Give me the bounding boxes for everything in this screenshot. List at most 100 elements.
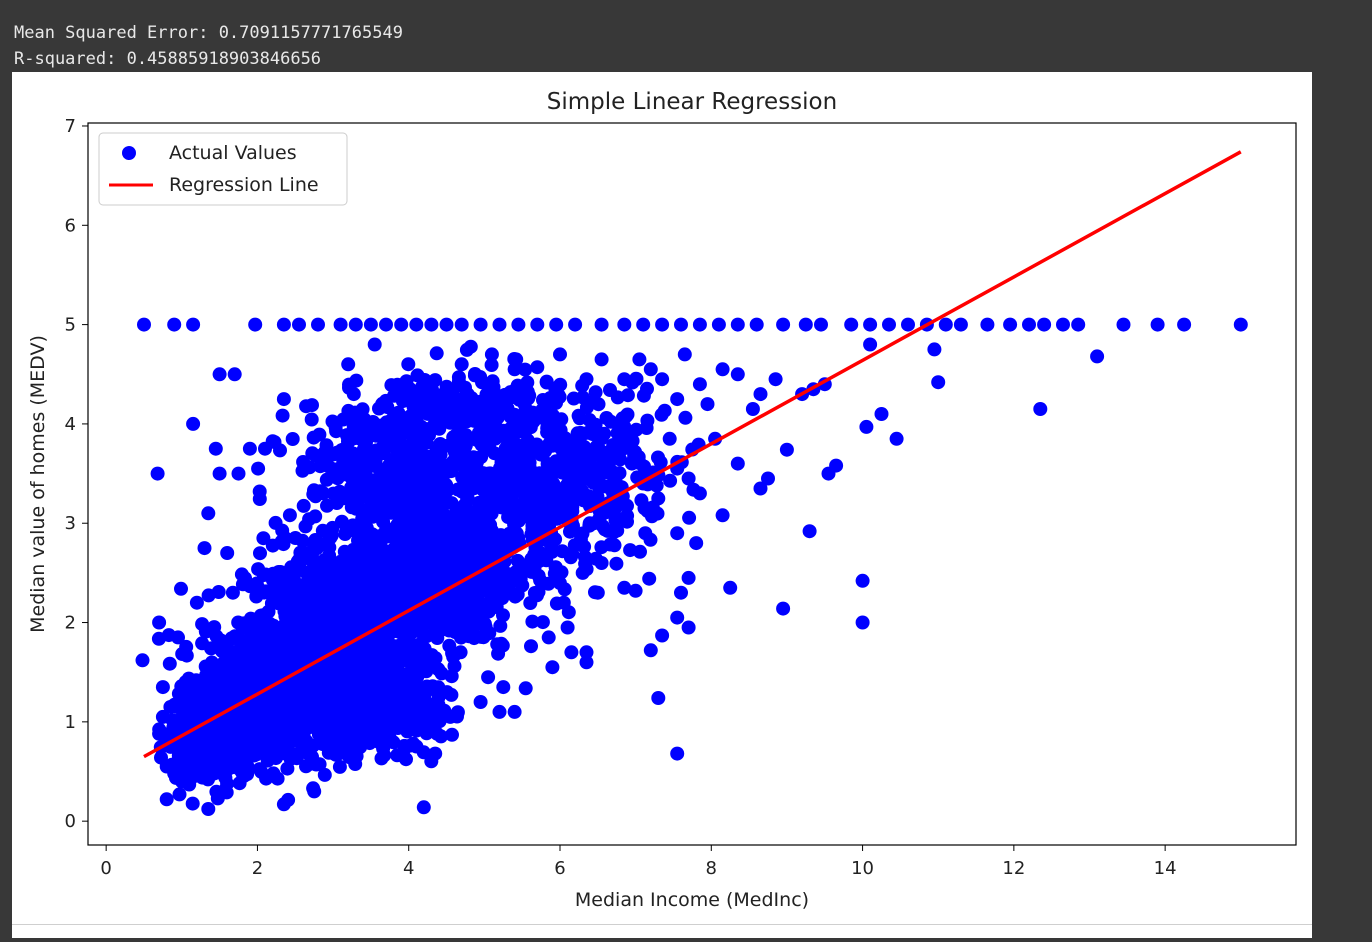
data-point (674, 317, 688, 332)
data-point (338, 693, 353, 708)
plot-area-frame (87, 122, 1297, 846)
data-point (450, 482, 465, 497)
data-point (384, 378, 399, 393)
data-point (399, 459, 414, 474)
data-point (416, 800, 431, 815)
data-point (186, 416, 201, 431)
data-point (537, 441, 552, 456)
data-point (670, 526, 685, 541)
data-point (399, 549, 414, 564)
data-point (409, 685, 424, 700)
legend-regression-line-label: Regression Line (169, 174, 319, 196)
data-point (537, 402, 552, 416)
data-point (863, 337, 878, 352)
data-point (730, 317, 745, 332)
data-point (643, 362, 658, 377)
y-tick-label: 1 (65, 712, 76, 733)
data-point (503, 479, 518, 494)
data-point (620, 508, 635, 523)
data-point (227, 367, 242, 382)
data-point (458, 380, 472, 395)
data-point (248, 317, 263, 332)
data-point (182, 736, 197, 751)
data-point (276, 537, 291, 552)
data-point (323, 606, 338, 621)
data-point (428, 509, 443, 524)
data-point (1233, 317, 1248, 332)
data-point (194, 698, 209, 713)
data-point (487, 486, 502, 501)
data-point (458, 428, 473, 442)
data-point (286, 648, 301, 663)
data-point (508, 458, 523, 473)
data-point (655, 628, 670, 643)
data-point (589, 424, 604, 439)
data-point (333, 317, 348, 332)
data-point (487, 422, 502, 437)
data-point (889, 431, 904, 446)
data-point (220, 776, 235, 791)
data-point (487, 406, 502, 421)
data-point (473, 530, 488, 545)
data-point (413, 524, 428, 539)
data-point (395, 580, 410, 595)
data-point (219, 639, 234, 654)
data-point (547, 497, 562, 512)
data-point (311, 727, 326, 742)
data-point (177, 702, 192, 717)
data-point (439, 317, 454, 332)
data-point (404, 502, 419, 517)
data-point (545, 660, 560, 675)
data-point (689, 536, 704, 551)
data-point (436, 398, 451, 413)
data-point (700, 397, 715, 412)
x-axis-ticks: 0 2 4 6 8 10 12 14 (100, 845, 1177, 879)
data-point (367, 337, 382, 352)
data-point (814, 317, 828, 332)
data-point (463, 339, 478, 354)
data-point (520, 482, 535, 497)
data-point (1090, 349, 1105, 364)
data-point (492, 528, 507, 543)
data-point (576, 457, 591, 472)
data-point (446, 536, 461, 551)
data-point (433, 475, 448, 490)
data-point (1071, 317, 1086, 332)
data-point (776, 317, 791, 332)
data-point (354, 432, 368, 447)
data-point (464, 398, 478, 413)
data-point (617, 372, 632, 387)
data-point (519, 449, 534, 464)
data-point (261, 752, 276, 767)
data-point (473, 425, 488, 440)
data-point (481, 670, 496, 685)
data-point (275, 408, 290, 423)
data-point (500, 566, 515, 581)
data-point (508, 589, 523, 604)
data-point (155, 709, 170, 724)
data-point (653, 455, 668, 470)
data-point (447, 507, 462, 522)
data-point (329, 424, 344, 439)
data-point (394, 523, 409, 538)
data-point (445, 567, 460, 582)
data-point (314, 663, 329, 678)
data-point (874, 407, 889, 421)
data-point (212, 682, 227, 697)
data-point (745, 402, 760, 416)
data-point (723, 580, 738, 595)
data-point (316, 703, 331, 718)
data-point (375, 396, 390, 411)
data-point (152, 615, 167, 630)
data-point (520, 433, 535, 448)
data-point (429, 346, 444, 361)
legend-actual-values-marker (122, 146, 136, 160)
data-point (424, 317, 439, 332)
data-point (302, 720, 317, 735)
data-point (237, 640, 252, 655)
data-point (524, 639, 538, 654)
data-point (617, 317, 632, 332)
data-point (454, 317, 469, 332)
data-point (938, 317, 953, 332)
data-point (202, 764, 216, 779)
